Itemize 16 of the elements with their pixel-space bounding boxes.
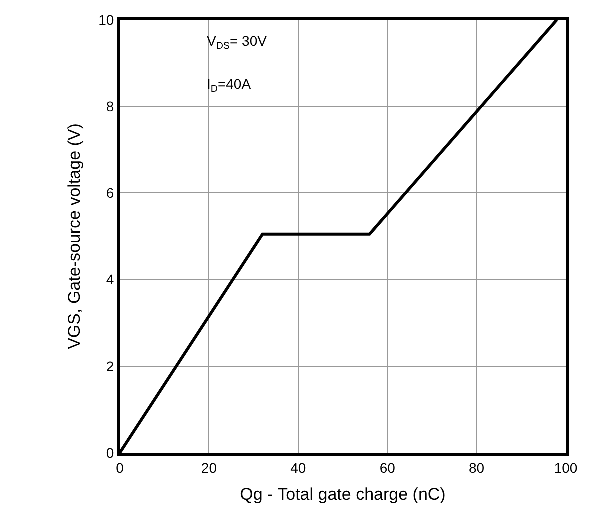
- y-tick-label: 10: [98, 12, 114, 28]
- x-tick-label: 0: [116, 460, 124, 476]
- x-tick-label: 20: [201, 460, 218, 476]
- annotation: V$_{DS}$= 30V: [207, 33, 268, 52]
- x-tick-label: 60: [380, 460, 396, 476]
- x-tick-label: 100: [554, 460, 578, 476]
- x-tick-label: 40: [290, 460, 306, 476]
- y-tick-label: 4: [106, 272, 114, 288]
- y-tick-label: 8: [106, 98, 114, 114]
- y-tick-label: 2: [106, 358, 114, 374]
- y-tick-label: 6: [106, 185, 114, 202]
- y-axis-title: VGS, Gate-source voltage (V): [65, 124, 84, 350]
- x-axis-title: Qg - Total gate charge (nC): [240, 485, 446, 504]
- x-tick-label: 80: [469, 460, 485, 476]
- y-tick-label: 0: [106, 444, 114, 461]
- annotation: I$_{D}$=40A: [207, 76, 252, 95]
